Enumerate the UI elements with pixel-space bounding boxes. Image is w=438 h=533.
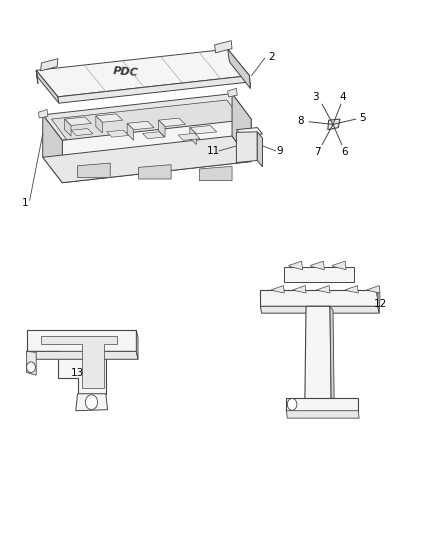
Polygon shape <box>138 165 171 179</box>
Polygon shape <box>190 126 217 134</box>
Polygon shape <box>41 336 117 389</box>
Polygon shape <box>317 286 330 293</box>
Polygon shape <box>328 119 340 130</box>
Polygon shape <box>284 266 354 282</box>
Polygon shape <box>215 41 232 53</box>
Text: 7: 7 <box>314 147 321 157</box>
Polygon shape <box>237 127 262 136</box>
Polygon shape <box>127 123 134 140</box>
Polygon shape <box>127 122 154 130</box>
Text: 2: 2 <box>268 52 275 62</box>
Polygon shape <box>289 261 303 270</box>
Text: PDC: PDC <box>112 67 138 78</box>
Polygon shape <box>43 136 251 183</box>
Polygon shape <box>41 59 58 71</box>
Text: 9: 9 <box>277 146 283 156</box>
Text: 6: 6 <box>341 147 348 157</box>
Polygon shape <box>159 118 185 126</box>
Polygon shape <box>96 116 102 133</box>
Text: 3: 3 <box>312 92 319 102</box>
Polygon shape <box>27 351 36 375</box>
Polygon shape <box>36 70 38 84</box>
Polygon shape <box>39 110 48 118</box>
Polygon shape <box>64 117 92 125</box>
Polygon shape <box>330 306 334 413</box>
Polygon shape <box>43 115 62 183</box>
Polygon shape <box>367 286 380 293</box>
Polygon shape <box>107 130 129 137</box>
Polygon shape <box>378 290 380 313</box>
Polygon shape <box>62 119 251 183</box>
Text: 13: 13 <box>71 368 84 377</box>
Polygon shape <box>142 132 164 139</box>
Polygon shape <box>305 306 331 411</box>
Polygon shape <box>190 127 196 144</box>
Polygon shape <box>64 119 71 136</box>
Polygon shape <box>228 88 237 97</box>
Circle shape <box>85 395 98 410</box>
Polygon shape <box>159 120 165 137</box>
Polygon shape <box>257 132 262 167</box>
Polygon shape <box>311 261 324 270</box>
Text: 4: 4 <box>339 92 346 102</box>
Text: 11: 11 <box>207 146 220 156</box>
Text: 5: 5 <box>359 113 366 123</box>
Polygon shape <box>237 132 257 163</box>
Polygon shape <box>286 398 358 411</box>
Polygon shape <box>228 49 251 88</box>
Polygon shape <box>332 261 346 270</box>
Polygon shape <box>293 286 306 293</box>
Polygon shape <box>345 286 358 293</box>
Circle shape <box>27 362 35 373</box>
Polygon shape <box>51 100 243 141</box>
Polygon shape <box>260 290 378 306</box>
Text: 1: 1 <box>22 198 28 208</box>
Polygon shape <box>78 163 110 177</box>
Polygon shape <box>96 114 123 122</box>
Text: 10: 10 <box>241 129 254 139</box>
Polygon shape <box>178 133 200 140</box>
Polygon shape <box>27 351 138 359</box>
Circle shape <box>287 399 297 410</box>
Polygon shape <box>36 49 250 97</box>
Polygon shape <box>232 94 251 161</box>
Text: 12: 12 <box>374 298 387 309</box>
Polygon shape <box>71 128 93 135</box>
Polygon shape <box>136 330 138 359</box>
Polygon shape <box>36 70 59 103</box>
Polygon shape <box>43 94 251 140</box>
Polygon shape <box>286 411 359 418</box>
Polygon shape <box>76 394 108 411</box>
Polygon shape <box>58 76 251 103</box>
Polygon shape <box>260 306 379 313</box>
Polygon shape <box>271 286 284 293</box>
Text: 8: 8 <box>297 116 304 126</box>
Polygon shape <box>199 166 232 181</box>
Polygon shape <box>27 330 136 394</box>
